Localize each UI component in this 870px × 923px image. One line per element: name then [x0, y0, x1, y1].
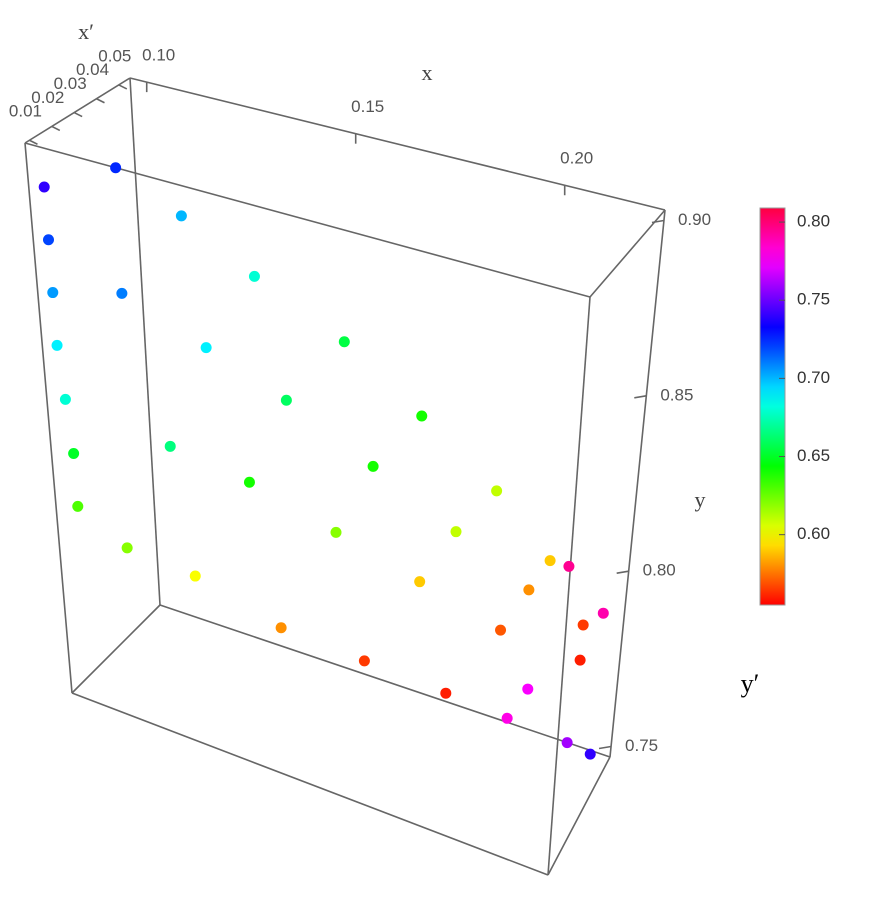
- point: [68, 448, 80, 460]
- y-axis-label: y: [695, 487, 706, 512]
- point: [414, 576, 426, 588]
- box-edge: [547, 756, 611, 876]
- point: [121, 542, 133, 554]
- box-edge: [129, 77, 666, 211]
- point: [358, 655, 370, 667]
- point: [330, 526, 342, 538]
- y-tick-label: 0.80: [643, 561, 676, 580]
- z-tick: [51, 125, 61, 132]
- y-tick-label: 0.90: [678, 210, 711, 229]
- point: [72, 500, 84, 512]
- y-tick: [598, 745, 612, 750]
- box-edge: [159, 604, 611, 758]
- box-edge: [547, 296, 591, 876]
- point: [243, 476, 255, 488]
- z-tick-label: 0.03: [54, 74, 87, 93]
- point: [584, 748, 596, 760]
- colorbar-tick-label: 0.65: [797, 446, 830, 465]
- point: [275, 622, 287, 634]
- point: [248, 270, 260, 282]
- z-tick: [29, 139, 38, 145]
- point: [51, 339, 63, 351]
- y-tick-label: 0.75: [625, 736, 658, 755]
- y-tick: [616, 570, 629, 574]
- z-tick-label: 0.05: [98, 46, 131, 65]
- point: [164, 440, 176, 452]
- y-tick: [634, 395, 647, 399]
- point: [367, 460, 379, 472]
- point: [597, 607, 609, 619]
- point: [450, 526, 462, 538]
- point: [116, 287, 128, 299]
- box-edge: [24, 77, 131, 144]
- colorbar-tick-label: 0.60: [797, 524, 830, 543]
- point: [59, 393, 71, 405]
- x-axis-label: x: [422, 60, 433, 85]
- z-tick-label: 0.04: [76, 60, 109, 79]
- box-edge: [589, 209, 666, 298]
- box-edge: [24, 142, 591, 298]
- point: [491, 485, 503, 497]
- z-tick-label: 0.01: [9, 102, 42, 121]
- y-tick-label: 0.85: [660, 385, 693, 404]
- z-tick: [118, 84, 128, 90]
- point: [440, 687, 452, 699]
- point: [189, 570, 201, 582]
- point: [544, 555, 556, 567]
- point: [561, 737, 573, 749]
- colorbar-label: y′: [741, 669, 760, 698]
- point: [563, 560, 575, 572]
- point: [577, 619, 589, 631]
- point: [200, 342, 212, 354]
- z-tick: [73, 111, 83, 118]
- point: [42, 234, 54, 246]
- box-edge: [71, 604, 161, 694]
- point: [416, 410, 428, 422]
- colorbar-tick-label: 0.70: [797, 368, 830, 387]
- x-tick-label: 0.20: [560, 149, 593, 168]
- box-edge: [24, 142, 73, 694]
- colorbar-tick-label: 0.75: [797, 290, 830, 309]
- z-tick: [96, 98, 105, 104]
- colorbar: [759, 207, 786, 606]
- z-tick-label: 0.02: [31, 88, 64, 107]
- point: [522, 683, 534, 695]
- point: [110, 162, 122, 174]
- x-tick-label: 0.15: [351, 97, 384, 116]
- box-edge: [609, 209, 666, 758]
- colorbar-tick-label: 0.80: [797, 212, 830, 231]
- axes-box: [24, 77, 666, 876]
- point: [280, 394, 292, 406]
- point: [501, 712, 513, 724]
- point: [175, 210, 187, 222]
- point: [495, 624, 507, 636]
- z-axis-label: x′: [78, 19, 94, 44]
- point: [47, 287, 59, 299]
- point: [338, 336, 350, 348]
- x-tick-label: 0.10: [142, 46, 175, 65]
- point: [523, 584, 535, 596]
- box-edge: [71, 692, 549, 876]
- box-edge: [129, 77, 161, 606]
- y-tick: [651, 219, 665, 224]
- point: [38, 181, 50, 193]
- point: [574, 654, 586, 666]
